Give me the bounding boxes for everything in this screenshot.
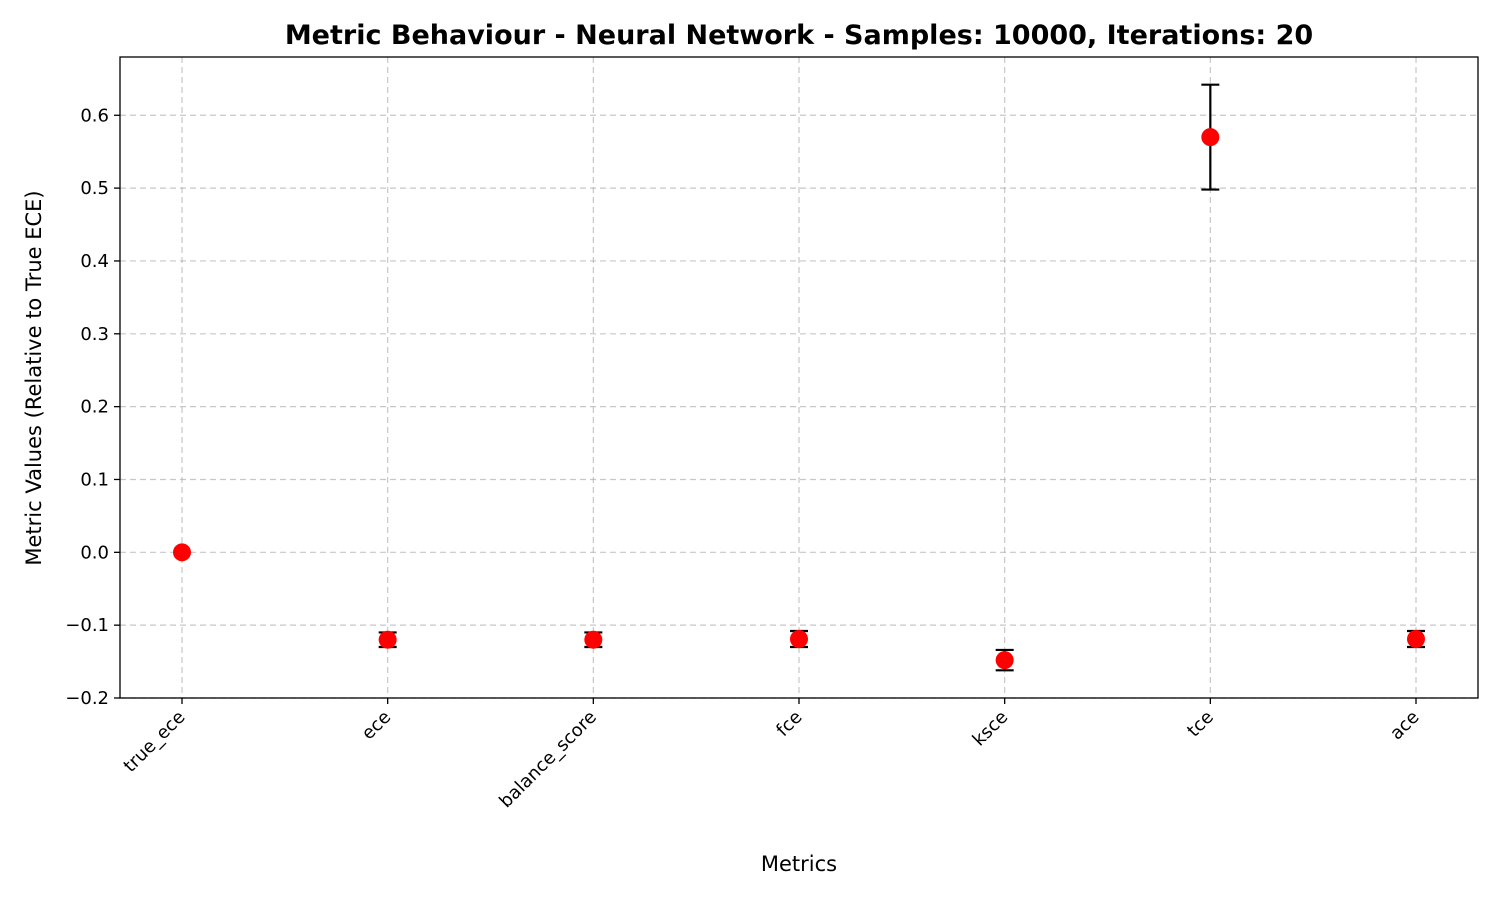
y-tick-label: 0.1 xyxy=(80,469,109,490)
point-ksce xyxy=(995,651,1014,670)
x-axis: true_ece ece balance_score fce ksce tce ace xyxy=(120,698,1424,812)
point-ace xyxy=(1407,629,1425,648)
point-true_ece xyxy=(173,543,191,562)
y-axis-label: Metric Values (Relative to True ECE) xyxy=(22,190,46,565)
chart-title: Metric Behaviour - Neural Network - Samp… xyxy=(285,20,1313,51)
x-tick-label: ace xyxy=(1386,707,1423,744)
y-tick-label: 0.5 xyxy=(80,178,109,199)
y-tick-label: 0.0 xyxy=(80,542,109,563)
y-axis: −0.2 −0.1 0.0 0.1 0.2 0.3 0.4 0.5 0.6 xyxy=(65,105,120,709)
y-tick-label: 0.4 xyxy=(80,251,109,272)
x-tick-label: balance_score xyxy=(495,707,601,813)
x-tick-label: ece xyxy=(358,707,396,745)
x-tick-label: tce xyxy=(1183,707,1218,742)
x-tick-label: true_ece xyxy=(120,707,190,777)
x-tick-label: fce xyxy=(772,707,806,741)
grid xyxy=(120,57,1478,699)
point-balance_score xyxy=(584,630,603,649)
x-tick-label: ksce xyxy=(969,707,1013,751)
y-tick-label: 0.3 xyxy=(80,324,109,345)
data-points xyxy=(173,128,1425,670)
point-ece xyxy=(378,630,397,649)
x-axis-label: Metrics xyxy=(761,852,837,876)
point-tce xyxy=(1201,128,1220,147)
y-tick-label: −0.2 xyxy=(65,688,109,709)
y-tick-label: 0.6 xyxy=(80,105,109,126)
error-bars xyxy=(378,83,1425,672)
y-tick-label: −0.1 xyxy=(65,615,109,636)
point-fce xyxy=(790,629,808,648)
y-tick-label: 0.2 xyxy=(80,397,109,418)
